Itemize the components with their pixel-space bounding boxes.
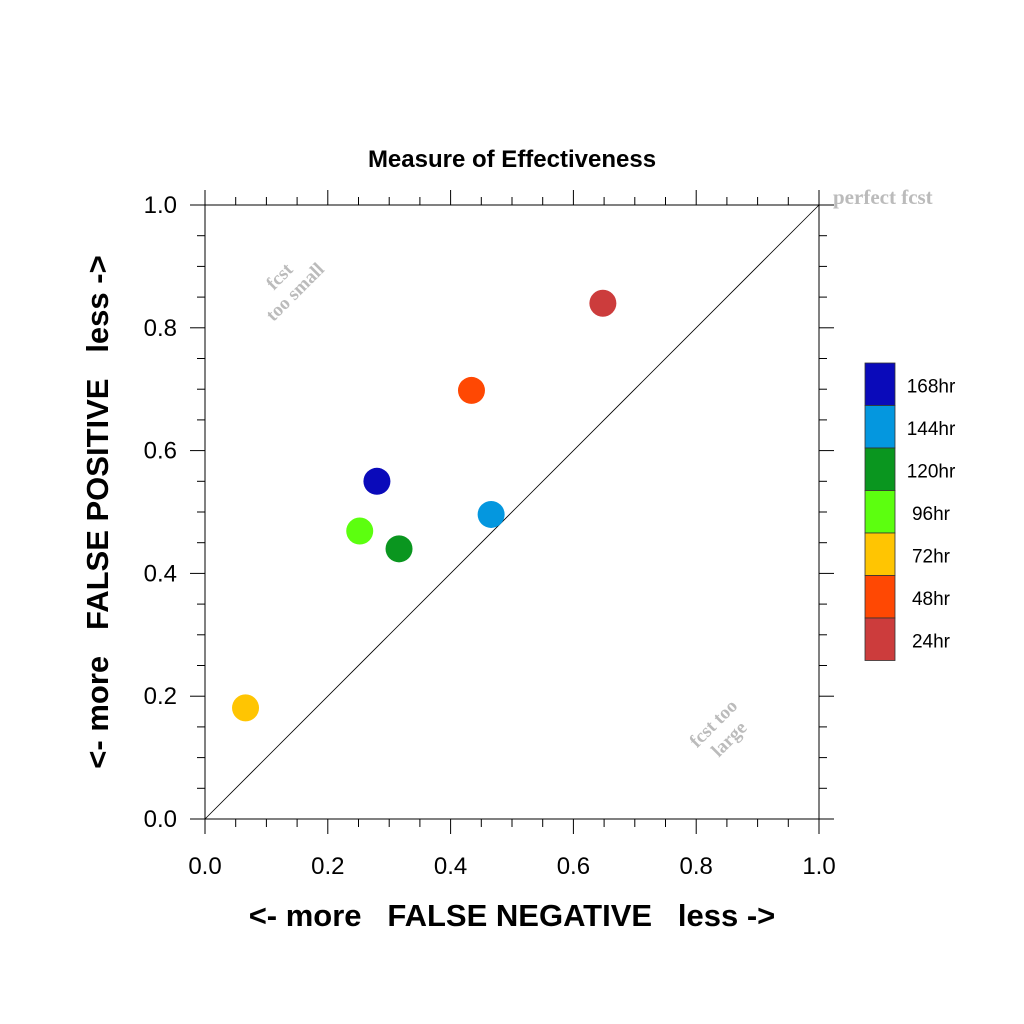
y-tick-label: 0.8 — [144, 315, 177, 342]
y-tick-label: 0.4 — [144, 560, 177, 587]
x-tick-label: 0.0 — [188, 853, 221, 880]
legend-swatch-48hr — [864, 575, 896, 619]
x-tick-label: 0.2 — [311, 853, 344, 880]
legend-label-24hr: 24hr — [912, 631, 951, 652]
fcst-too-large-annotation: fcst too large — [686, 696, 752, 762]
point-48hr — [457, 376, 485, 404]
legend: 168hr 144hr 120hr 96hr 72hr 48hr 24hr — [864, 362, 956, 661]
y-tick-label: 0.0 — [144, 806, 177, 833]
perfect-forecast-line — [204, 204, 820, 820]
legend-label-120hr: 120hr — [907, 461, 956, 482]
legend-label-144hr: 144hr — [907, 419, 956, 440]
point-72hr — [232, 694, 260, 722]
x-tick-label: 1.0 — [802, 853, 835, 880]
x-axis-ticks: 0.0 0.2 0.4 0.6 0.8 1.0 — [188, 190, 836, 880]
legend-swatch-120hr — [864, 447, 896, 491]
point-168hr — [363, 467, 391, 495]
x-axis-label: <- more FALSE NEGATIVE less -> — [249, 898, 776, 933]
legend-label-48hr: 48hr — [912, 589, 951, 610]
x-tick-label: 0.6 — [557, 853, 590, 880]
legend-label-168hr: 168hr — [907, 376, 956, 397]
y-axis-ticks: 0.0 0.2 0.4 0.6 0.8 1.0 — [144, 192, 834, 833]
data-points — [232, 289, 617, 722]
y-tick-label: 1.0 — [144, 192, 177, 219]
y-tick-label: 0.6 — [144, 438, 177, 465]
legend-swatch-72hr — [864, 532, 896, 576]
plot-frame — [204, 204, 820, 820]
chart-title: Measure of Effectiveness — [368, 146, 656, 173]
legend-swatch-168hr — [864, 362, 896, 406]
point-144hr — [477, 500, 505, 528]
y-axis-label: <- more FALSE POSITIVE less -> — [80, 255, 115, 768]
x-tick-label: 0.4 — [434, 853, 467, 880]
fcst-too-small-annotation: fcst too small — [262, 259, 329, 326]
legend-label-96hr: 96hr — [912, 504, 951, 525]
legend-label-72hr: 72hr — [912, 546, 951, 567]
legend-swatch-144hr — [864, 405, 896, 449]
point-24hr — [589, 289, 617, 317]
legend-swatch-24hr — [864, 617, 896, 661]
point-96hr — [346, 517, 374, 545]
x-tick-label: 0.8 — [680, 853, 713, 880]
minor-ticks — [197, 197, 827, 827]
legend-swatch-96hr — [864, 490, 896, 534]
point-120hr — [385, 535, 413, 563]
perfect-fcst-annotation: perfect fcst — [833, 185, 933, 209]
y-tick-label: 0.2 — [144, 683, 177, 710]
